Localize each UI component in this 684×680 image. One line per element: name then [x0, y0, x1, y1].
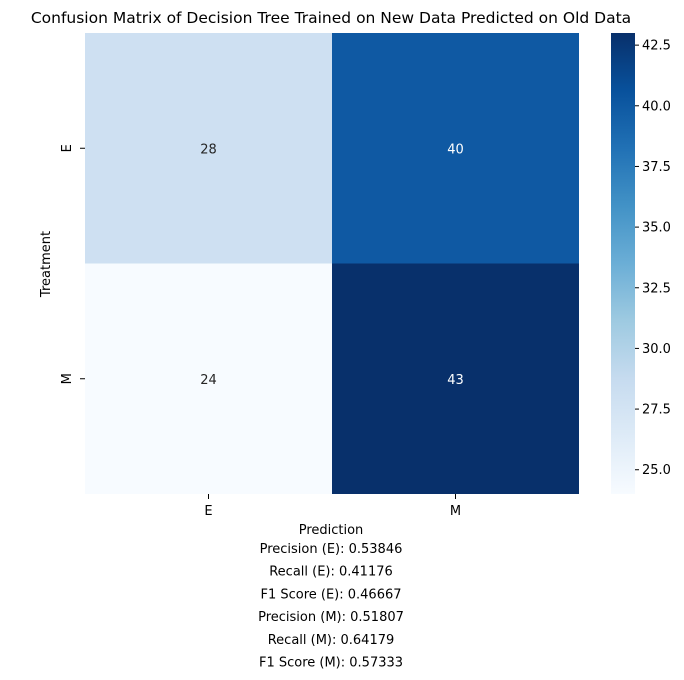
cell-value-label: 28 — [200, 142, 217, 157]
cell-value-label: 40 — [447, 142, 464, 157]
colorbar-ticks: 25.0 27.5 30.0 32.5 35.0 37.5 40.0 42.5 — [635, 39, 671, 478]
y-tick-label: E — [60, 144, 75, 152]
y-axis-label: Treatment — [39, 231, 54, 298]
metric-line: Precision (E): 0.53846 — [260, 542, 403, 557]
metric-line: F1 Score (E): 0.46667 — [260, 587, 401, 602]
colorbar-tick-label: 42.5 — [642, 39, 671, 54]
colorbar-tick-label: 32.5 — [642, 281, 671, 296]
y-tick-label: M — [60, 373, 75, 384]
x-tick-label: E — [204, 504, 212, 519]
heatmap-cell-E-M — [332, 33, 579, 264]
x-tick-label: M — [450, 504, 461, 519]
y-axis-ticks: EM — [60, 144, 85, 384]
cell-value-label: 43 — [447, 373, 464, 388]
metric-line: Recall (E): 0.41176 — [269, 565, 393, 580]
colorbar-tick-label: 40.0 — [642, 99, 671, 114]
x-axis-label: Prediction — [299, 523, 364, 538]
colorbar-tick-label: 35.0 — [642, 221, 671, 236]
metric-line: F1 Score (M): 0.57333 — [259, 656, 403, 671]
colorbar-tick-label: 25.0 — [642, 463, 671, 478]
heatmap-cell-M-E — [85, 263, 332, 494]
heatmap-grid: 28 40 24 43 — [85, 33, 579, 494]
colorbar-tick-label: 27.5 — [642, 403, 671, 418]
colorbar-tick-label: 37.5 — [642, 160, 671, 175]
heatmap-cell-M-M — [332, 263, 579, 494]
metric-line: Precision (M): 0.51807 — [258, 610, 404, 625]
metrics-list: Precision (E): 0.53846 Recall (E): 0.4117… — [258, 542, 404, 671]
metric-line: Recall (M): 0.64179 — [268, 633, 395, 648]
colorbar-tick-label: 30.0 — [642, 342, 671, 357]
chart-title: Confusion Matrix of Decision Tree Traine… — [31, 9, 631, 27]
colorbar — [611, 33, 635, 494]
heatmap-cell-E-E — [85, 33, 332, 264]
cell-value-label: 24 — [200, 373, 217, 388]
